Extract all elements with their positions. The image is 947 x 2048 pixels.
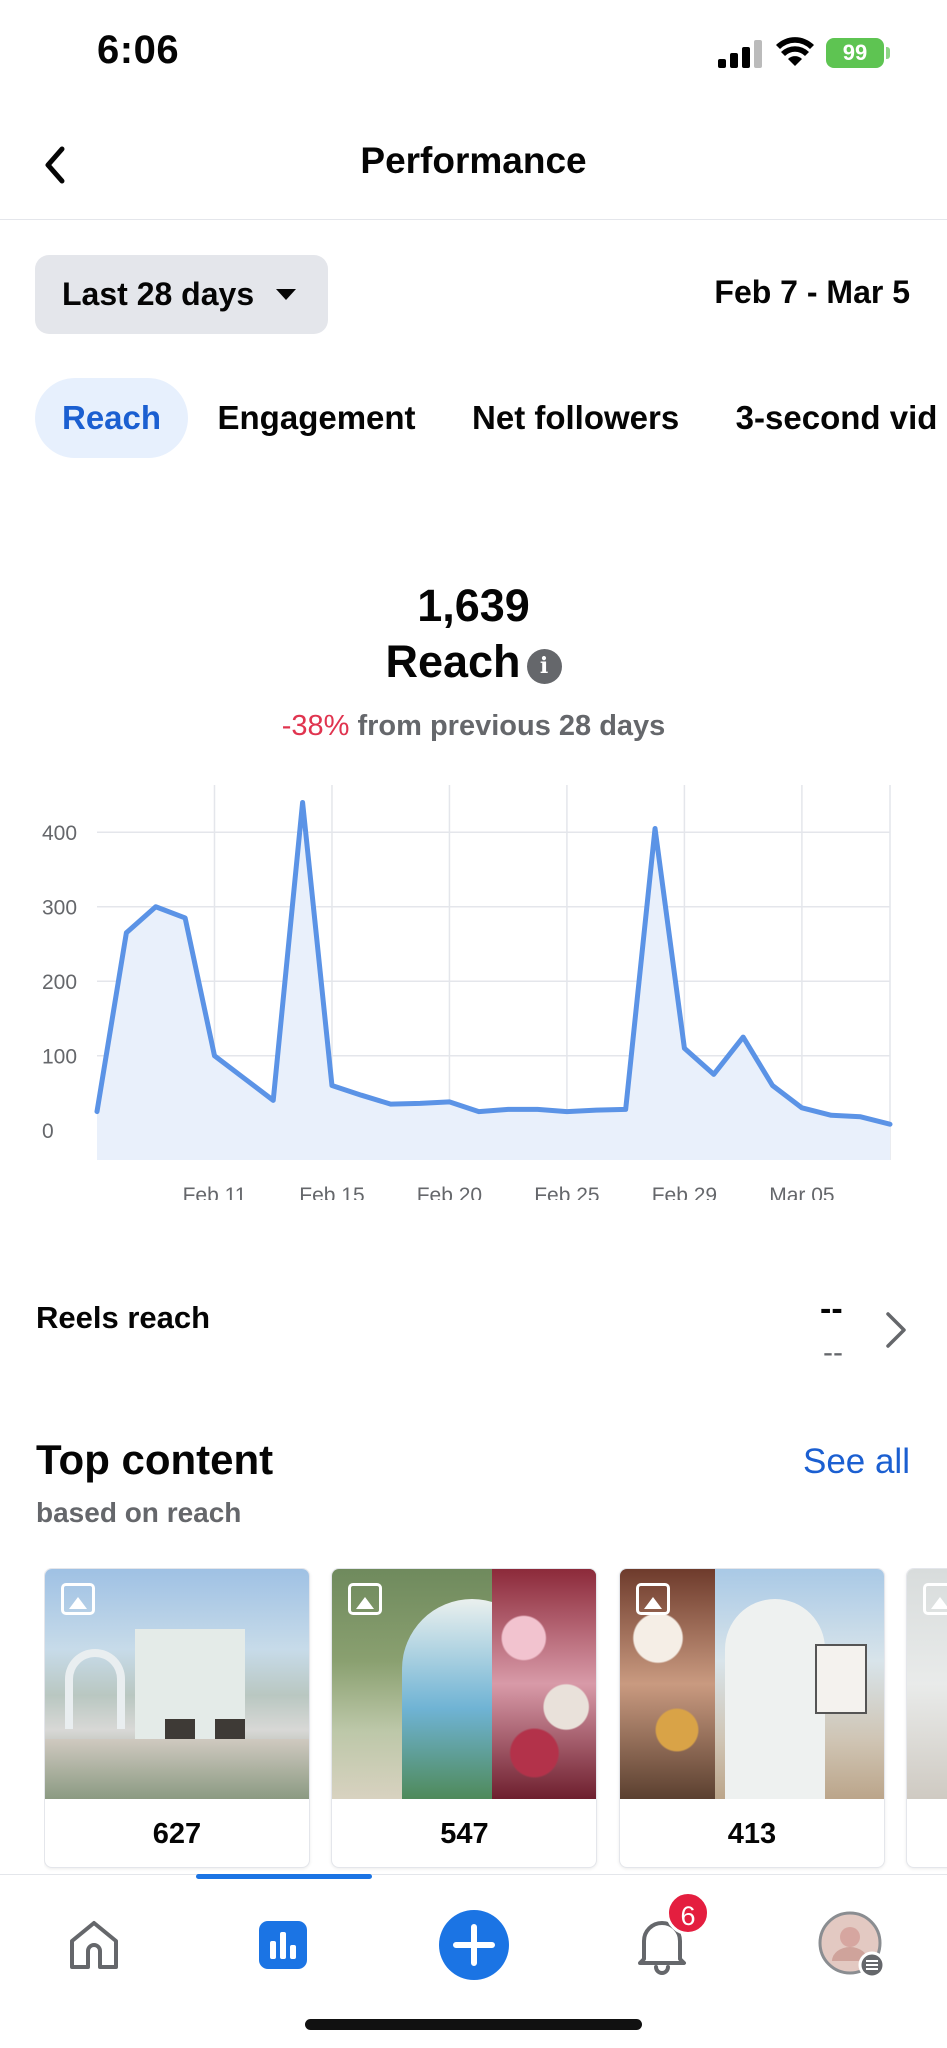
top-content-title: Top content <box>36 1436 274 1483</box>
content-thumbnail <box>45 1569 309 1799</box>
info-icon[interactable]: i <box>526 649 562 684</box>
x-tick-label: Feb 20 <box>417 1184 482 1200</box>
nav-insights[interactable] <box>243 1905 323 1985</box>
y-tick-label: 400 <box>42 822 77 845</box>
nav-home[interactable] <box>54 1905 134 1985</box>
nav-create[interactable] <box>434 1905 514 1985</box>
content-thumbnail <box>619 1569 884 1799</box>
x-tick-label: Feb 29 <box>652 1184 717 1200</box>
reach-series-line <box>94 799 893 1127</box>
chevron-left-icon <box>45 146 65 184</box>
tab-3-second-views[interactable]: 3-second vid <box>735 399 938 436</box>
reach-label: Reach <box>385 636 521 687</box>
reach-label-row: Reach i <box>0 636 947 688</box>
insights-icon <box>259 1921 307 1969</box>
content-card-value: 627 <box>152 1818 202 1850</box>
reach-chart: 0 100 200 300 400 Feb 11 Feb 15 Feb 20 Feb 25 Feb… <box>42 785 893 1200</box>
y-tick-label: 200 <box>42 971 77 994</box>
content-thumbnail <box>907 1569 947 1799</box>
status-bar: 6:06 99 <box>0 0 947 110</box>
tab-net-followers[interactable]: Net followers <box>472 399 680 436</box>
active-tab-indicator <box>196 1874 372 1879</box>
date-range-dropdown[interactable]: Last 28 days <box>35 255 328 334</box>
y-tick-label: 300 <box>42 897 77 920</box>
cellular-signal-icon <box>718 40 762 68</box>
reels-reach-change: -- <box>823 1336 843 1369</box>
reels-reach-label: Reels reach <box>36 1300 211 1335</box>
x-tick-label: Mar 05 <box>769 1184 834 1200</box>
content-card-value: 413 <box>727 1818 777 1850</box>
page-header: Performance <box>0 110 947 220</box>
x-tick-label: Feb 11 <box>183 1184 247 1200</box>
nav-profile[interactable] <box>812 1905 892 1985</box>
content-card-value: 547 <box>440 1818 489 1850</box>
caret-down-icon <box>276 289 297 300</box>
reels-reach-row[interactable]: Reels reach -- -- <box>0 1280 947 1390</box>
photo-icon <box>635 1583 670 1615</box>
content-card-value <box>907 1799 947 1867</box>
back-button[interactable] <box>30 140 80 190</box>
y-tick-label: 0 <box>42 1120 54 1143</box>
see-all-link[interactable]: See all <box>802 1442 910 1481</box>
home-icon <box>70 1921 118 1969</box>
battery-tip <box>886 47 890 59</box>
top-content-carousel: 627 547 413 <box>44 1568 947 1878</box>
top-content-subtitle: based on reach <box>36 1497 242 1528</box>
photo-icon <box>348 1583 383 1615</box>
date-range-text: Feb 7 - Mar 5 <box>714 274 910 310</box>
reels-reach-value: -- <box>820 1290 843 1328</box>
content-card[interactable] <box>906 1568 947 1868</box>
reach-value: 1,639 <box>417 580 530 631</box>
tab-reach[interactable]: Reach <box>35 378 189 458</box>
profile-icon <box>818 1911 886 1979</box>
wifi-icon <box>776 37 814 66</box>
page-title: Performance <box>360 140 587 181</box>
content-card[interactable]: 547 <box>331 1568 598 1868</box>
x-tick-label: Feb 25 <box>534 1184 599 1200</box>
content-card[interactable]: 413 <box>618 1568 885 1868</box>
reach-change: -38% from previous 28 days <box>0 710 947 743</box>
notifications-icon <box>638 1921 686 1975</box>
change-percent: -38% <box>281 710 350 742</box>
create-icon <box>439 1910 509 1980</box>
date-range-dropdown-label: Last 28 days <box>62 276 255 312</box>
x-tick-label: Feb 15 <box>299 1184 364 1200</box>
content-card[interactable]: 627 <box>44 1568 310 1868</box>
nav-notifications[interactable] <box>622 1905 702 1985</box>
content-thumbnail <box>332 1569 597 1799</box>
metric-tabs: Reach Engagement Net followers 3-second … <box>35 378 947 458</box>
photo-icon <box>923 1583 947 1615</box>
photo-icon <box>61 1583 95 1615</box>
battery-icon: 99 <box>826 38 884 68</box>
home-indicator <box>305 2019 642 2030</box>
tab-engagement[interactable]: Engagement <box>217 399 416 436</box>
y-tick-label: 100 <box>42 1046 77 1069</box>
chevron-right-icon <box>886 1312 906 1348</box>
change-suffix: from previous 28 days <box>357 710 666 742</box>
notification-badge: 6 <box>666 1891 710 1935</box>
status-time: 6:06 <box>97 28 180 72</box>
